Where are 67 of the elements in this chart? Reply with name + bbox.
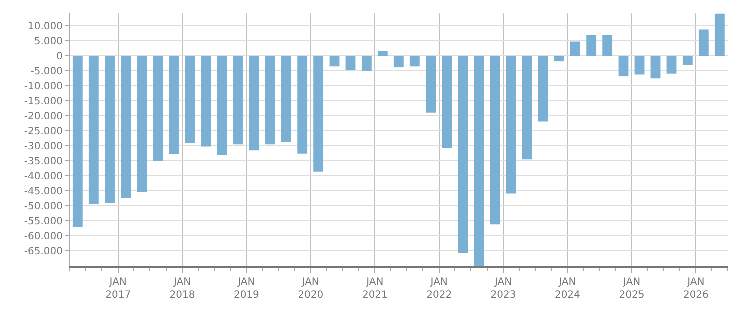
y-tick-label: -55.000 — [24, 216, 63, 228]
x-tick-label: JAN 2025 — [619, 277, 645, 301]
bar — [378, 51, 388, 56]
bar — [233, 56, 244, 145]
bar — [618, 56, 629, 77]
bar — [714, 14, 725, 56]
x-tick-label: JAN 2023 — [490, 277, 516, 301]
bar — [249, 56, 260, 151]
bar — [682, 56, 693, 66]
bar — [298, 56, 308, 154]
bar — [666, 56, 677, 74]
bar — [88, 56, 99, 205]
bar — [153, 56, 164, 162]
bar — [314, 56, 324, 172]
bar — [362, 56, 372, 72]
x-tick-label: JAN 2021 — [362, 277, 388, 301]
bar — [426, 56, 436, 113]
bar — [698, 30, 709, 56]
y-tick-label: 0 — [56, 52, 63, 63]
y-tick-label: -30.000 — [24, 142, 63, 153]
y-tick-label: -15.000 — [24, 96, 63, 108]
bar — [121, 56, 132, 199]
bar — [281, 56, 292, 142]
bar — [185, 56, 196, 144]
bar — [458, 56, 468, 254]
x-tick-label: JAN 2026 — [683, 277, 709, 301]
bar — [137, 56, 148, 193]
bar — [169, 56, 180, 154]
y-tick-label: -35.000 — [24, 156, 63, 168]
y-tick-label: -60.000 — [24, 232, 63, 243]
y-tick-label: -10.000 — [24, 82, 63, 93]
y-tick-label: -25.000 — [24, 126, 63, 138]
bar — [538, 56, 548, 122]
bar — [442, 56, 452, 148]
y-tick-label: -50.000 — [24, 202, 63, 213]
x-tick-label: JAN 2019 — [234, 277, 260, 301]
bar — [570, 42, 580, 56]
bar — [522, 56, 532, 160]
x-tick-label: JAN 2017 — [106, 277, 132, 301]
bar — [330, 56, 340, 67]
bar — [72, 56, 83, 228]
bar — [490, 56, 500, 225]
bar — [634, 56, 645, 75]
bar — [506, 56, 516, 194]
bar — [650, 56, 661, 79]
y-tick-label: 10.000 — [28, 22, 63, 33]
bar — [474, 56, 484, 266]
bar — [586, 35, 597, 56]
bar — [201, 56, 212, 147]
x-tick-label: JAN 2018 — [170, 277, 196, 301]
bar — [105, 56, 116, 204]
x-tick-label: JAN 2020 — [298, 277, 324, 301]
bar — [394, 56, 404, 68]
x-tick-label: JAN 2022 — [426, 277, 452, 301]
y-tick-label: -20.000 — [24, 112, 63, 123]
bar — [554, 56, 564, 62]
x-tick-label: JAN 2024 — [554, 277, 580, 301]
bar — [602, 35, 613, 56]
y-tick-label: 5.000 — [34, 36, 63, 48]
bar — [265, 56, 276, 145]
y-tick-label: -5.000 — [30, 66, 63, 78]
bar — [410, 56, 420, 67]
y-tick-label: -45.000 — [24, 186, 63, 198]
bar — [346, 56, 356, 70]
bar — [217, 56, 228, 156]
y-tick-label: -65.000 — [24, 246, 63, 258]
y-tick-label: -40.000 — [24, 172, 63, 183]
